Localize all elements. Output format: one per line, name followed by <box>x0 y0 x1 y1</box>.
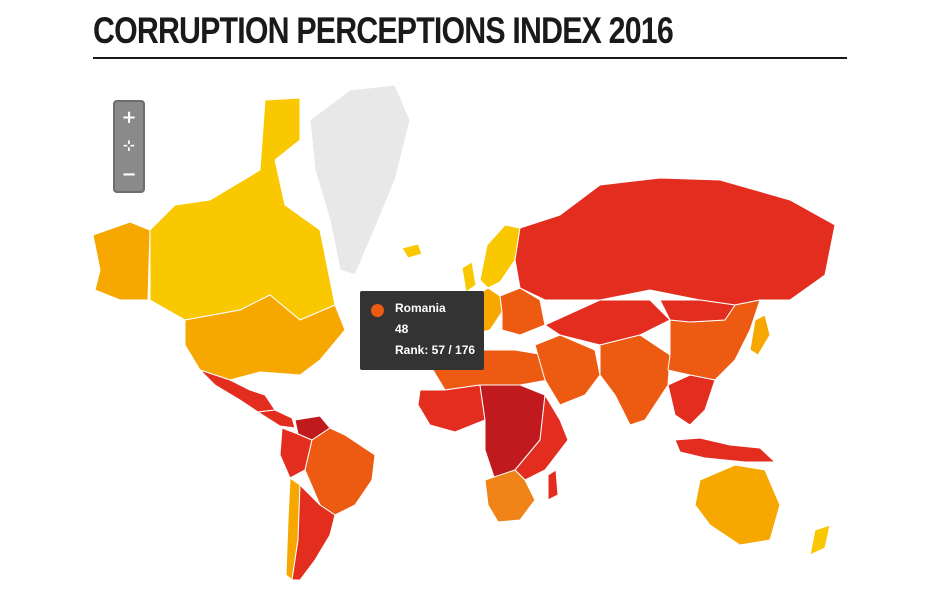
country-russia[interactable] <box>514 177 836 306</box>
zoom-out-button[interactable]: − <box>115 161 143 189</box>
zoom-control: + ⊹ − <box>113 100 145 193</box>
country-middle-east[interactable] <box>534 334 601 406</box>
country-new-zealand[interactable] <box>809 524 831 556</box>
country-scandinavia[interactable] <box>479 224 521 289</box>
zoom-in-button[interactable]: + <box>115 104 143 132</box>
minus-icon: − <box>121 164 137 185</box>
page-title: CORRUPTION PERCEPTIONS INDEX 2016 <box>93 10 674 51</box>
country-mongolia[interactable] <box>659 299 736 323</box>
tooltip-country-name: Romania <box>395 301 446 315</box>
tooltip-rank: Rank: 57 / 176 <box>395 343 476 357</box>
country-australia[interactable] <box>694 464 781 546</box>
country-indonesia[interactable] <box>674 437 776 463</box>
score-color-dot <box>371 304 384 317</box>
country-southern-africa[interactable] <box>484 469 536 523</box>
country-central-asia[interactable] <box>544 299 671 346</box>
country-central-america[interactable] <box>257 409 296 429</box>
country-japan[interactable] <box>749 314 771 356</box>
reset-icon: ⊹ <box>123 138 135 154</box>
world-map[interactable] <box>0 60 942 605</box>
tooltip-score: 48 <box>395 322 409 336</box>
country-canada[interactable] <box>149 97 336 321</box>
reset-view-button[interactable]: ⊹ <box>115 132 143 160</box>
country-uk-ireland[interactable] <box>461 261 477 293</box>
country-east-africa[interactable] <box>514 394 569 481</box>
country-greenland[interactable] <box>309 84 411 276</box>
country-madagascar[interactable] <box>547 469 559 501</box>
plus-icon: + <box>121 107 137 128</box>
country-tooltip: Romania 48 Rank: 57 / 176 <box>360 291 484 370</box>
country-argentina[interactable] <box>291 484 336 581</box>
country-brazil[interactable] <box>304 427 376 516</box>
country-india[interactable] <box>599 334 671 426</box>
country-west-africa[interactable] <box>417 384 486 433</box>
country-alaska[interactable] <box>92 221 151 301</box>
title-divider <box>93 57 847 59</box>
country-iceland[interactable] <box>401 243 423 259</box>
country-southeast-asia[interactable] <box>667 374 716 426</box>
